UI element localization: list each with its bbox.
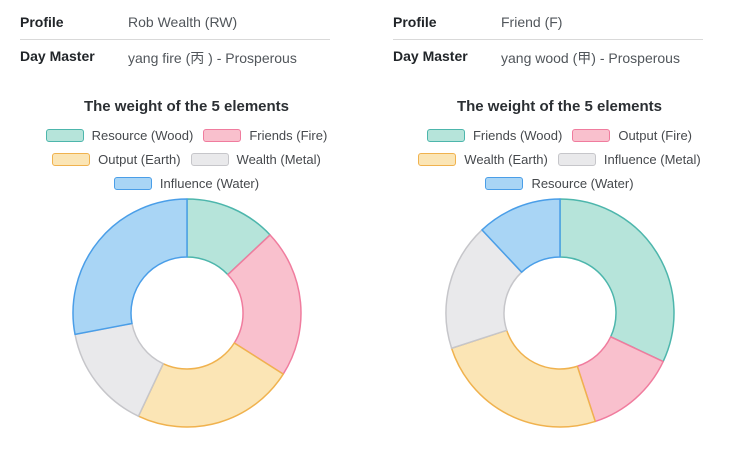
legend-swatch-influence-water (113, 177, 152, 190)
profile-table: Profile Rob Wealth (RW) Day Master yang … (20, 6, 330, 77)
day-master-label: Day Master (393, 48, 468, 64)
day-master-row: Day Master yang fire (丙 ) - Prosperous (20, 40, 330, 77)
legend-swatch-resource-water (485, 177, 524, 190)
page: Profile Rob Wealth (RW) Day Master yang … (0, 0, 746, 430)
donut-slice-resource-water[interactable] (480, 198, 561, 273)
donut-chart (71, 198, 302, 428)
legend-item-resource-wood[interactable]: Resource (Wood) (45, 128, 194, 143)
legend-swatch-output-fire (572, 129, 611, 142)
legend-label: Output (Earth) (98, 152, 181, 167)
legend-item-output-earth[interactable]: Output (Earth) (52, 152, 181, 167)
legend-item-wealth-earth[interactable]: Wealth (Earth) (418, 152, 548, 167)
chart-title: The weight of the 5 elements (83, 98, 290, 115)
profile-value: Friend (F) (501, 14, 563, 30)
legend-item-influence-metal[interactable]: Influence (Metal) (557, 152, 701, 167)
legend-label: Influence (Metal) (603, 152, 701, 167)
legend-swatch-wealth-metal (190, 153, 229, 166)
legend-row: Resource (Water) (485, 176, 634, 191)
chart-legend: Friends (Wood) Output (Fire) Wealth (Earth… (373, 128, 746, 191)
legend-item-influence-water[interactable]: Influence (Water) (113, 176, 260, 191)
legend-swatch-resource-wood (45, 129, 84, 142)
legend-row: Output (Earth) Wealth (Metal) (52, 152, 321, 167)
profile-value: Rob Wealth (RW) (128, 14, 238, 30)
day-master-value: yang wood (甲) - Prosperous (501, 50, 680, 66)
profile-row: Profile Rob Wealth (RW) (20, 6, 330, 40)
legend-swatch-influence-metal (557, 153, 596, 166)
donut-chart (444, 198, 675, 428)
legend-item-wealth-metal[interactable]: Wealth (Metal) (190, 152, 321, 167)
donut-slice-wealth-earth[interactable] (450, 329, 596, 428)
donut-slice-friends-wood[interactable] (558, 198, 675, 363)
legend-item-friends-wood[interactable]: Friends (Wood) (426, 128, 563, 143)
legend-row: Resource (Wood) Friends (Fire) (45, 128, 327, 143)
profile-row: Profile Friend (F) (393, 6, 703, 40)
chart-title: The weight of the 5 elements (456, 98, 663, 115)
legend-item-output-fire[interactable]: Output (Fire) (572, 128, 692, 143)
legend-label: Resource (Wood) (91, 128, 194, 143)
legend-item-resource-water[interactable]: Resource (Water) (485, 176, 634, 191)
legend-swatch-output-earth (52, 153, 91, 166)
legend-swatch-wealth-earth (418, 153, 457, 166)
legend-label: Resource (Water) (531, 176, 634, 191)
panel-left: Profile Rob Wealth (RW) Day Master yang … (0, 0, 373, 430)
day-master-label: Day Master (20, 48, 95, 64)
legend-label: Influence (Water) (159, 176, 260, 191)
donut-slice-output-earth[interactable] (137, 342, 284, 428)
legend-swatch-friends-fire (203, 129, 242, 142)
profile-label: Profile (20, 14, 64, 30)
legend-label: Wealth (Earth) (464, 152, 548, 167)
legend-label: Friends (Wood) (472, 128, 563, 143)
donut-slice-friends-fire[interactable] (226, 234, 302, 375)
legend-row: Friends (Wood) Output (Fire) (426, 128, 692, 143)
profile-label: Profile (393, 14, 437, 30)
legend-row: Wealth (Earth) Influence (Metal) (418, 152, 701, 167)
legend-row: Influence (Water) (113, 176, 260, 191)
legend-label: Friends (Fire) (249, 128, 328, 143)
donut-slice-influence-water[interactable] (71, 198, 188, 336)
profile-table: Profile Friend (F) Day Master yang wood … (393, 6, 703, 77)
legend-label: Wealth (Metal) (236, 152, 321, 167)
chart-legend: Resource (Wood) Friends (Fire) Output (Ear… (0, 128, 373, 191)
day-master-value: yang fire (丙 ) - Prosperous (128, 50, 297, 66)
legend-label: Output (Fire) (618, 128, 693, 143)
donut-chart-area (373, 196, 746, 430)
legend-swatch-friends-wood (426, 129, 465, 142)
legend-item-friends-fire[interactable]: Friends (Fire) (203, 128, 327, 143)
panel-right: Profile Friend (F) Day Master yang wood … (373, 0, 746, 430)
donut-chart-area (0, 196, 373, 430)
day-master-row: Day Master yang wood (甲) - Prosperous (393, 40, 703, 77)
